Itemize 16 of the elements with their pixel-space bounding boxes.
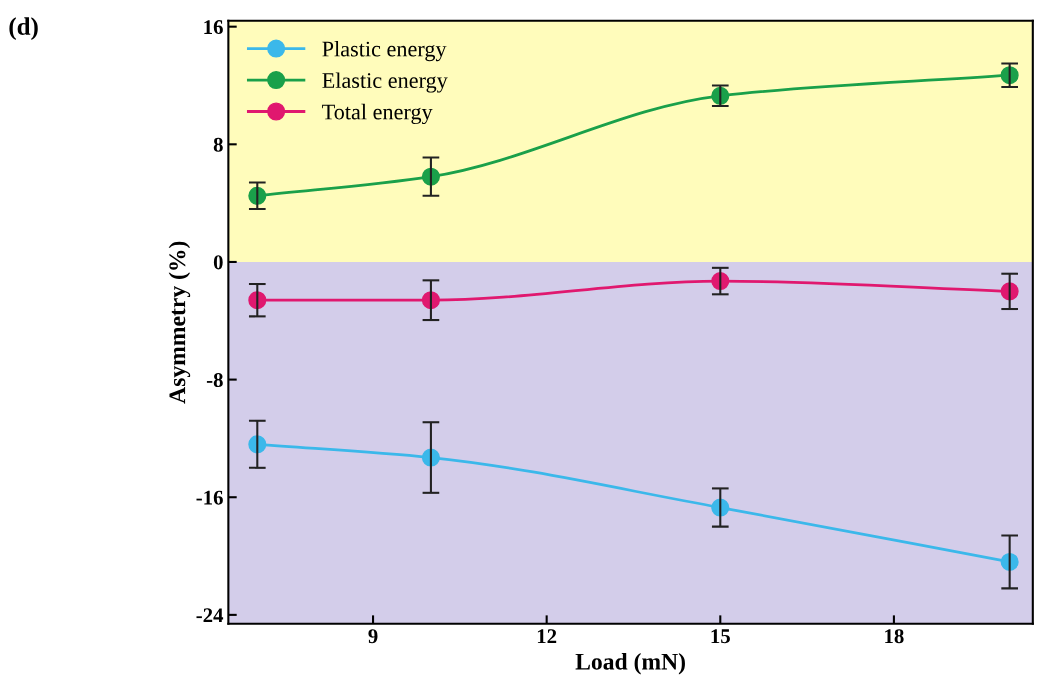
y-tick-label: -8 [206,372,223,388]
y-tick-label: 8 [213,137,223,152]
y-axis-title: Asymmetry (%) [168,241,191,404]
legend-label: Total energy [322,103,433,125]
y-tick-label: 0 [213,255,223,270]
x-axis-title: Load (mN) [575,653,685,675]
x-tick-label: 9 [368,629,378,644]
y-tick-label: 16 [204,20,223,35]
legend-label: Elastic energy [322,72,448,93]
x-tick-label: 15 [711,629,730,644]
x-tick-label: 18 [885,629,904,644]
text: (d) [9,17,38,40]
legend-label: Plastic energy [322,40,447,62]
y-tick-label: -24 [196,608,224,623]
x-tick-label: 12 [537,629,557,644]
y-tick-label: -16 [196,490,223,505]
